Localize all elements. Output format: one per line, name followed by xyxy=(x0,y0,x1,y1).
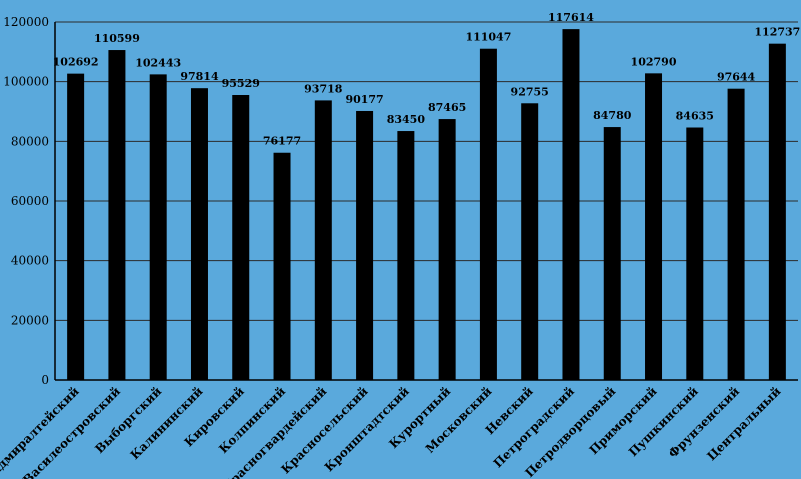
x-tick-label: Фрунзенский xyxy=(666,384,743,461)
y-axis-ticks: 0 20000 40000 60000 80000 100000 120000 xyxy=(3,15,49,387)
category-labels: АдмиралтейскийВасилеостровскийВыборгский… xyxy=(0,384,784,479)
data-label: 102692 xyxy=(53,56,99,69)
bar xyxy=(397,131,415,380)
bar xyxy=(190,88,208,380)
y-tick-label: 120000 xyxy=(3,15,49,29)
data-label: 90177 xyxy=(345,93,383,106)
y-tick-label: 20000 xyxy=(11,313,49,327)
data-label: 111047 xyxy=(465,31,511,44)
x-tick-label: Калининский xyxy=(128,384,206,462)
bar xyxy=(108,50,126,380)
data-label: 102443 xyxy=(135,56,181,69)
y-tick-label: 40000 xyxy=(11,254,49,268)
data-label: 97644 xyxy=(717,71,756,84)
data-label: 95529 xyxy=(222,77,260,90)
x-tick-label: Центральный xyxy=(704,384,783,463)
data-label: 87465 xyxy=(428,101,466,114)
data-label: 92755 xyxy=(511,85,549,98)
y-tick-label: 0 xyxy=(41,373,49,387)
data-label: 102790 xyxy=(631,55,677,68)
bars xyxy=(67,29,786,381)
bar xyxy=(645,73,663,380)
data-label: 76177 xyxy=(263,135,301,148)
bar xyxy=(67,73,85,381)
data-label: 110599 xyxy=(94,32,140,45)
data-label: 112737 xyxy=(754,26,800,39)
y-tick-label: 80000 xyxy=(11,134,49,148)
bar xyxy=(149,74,167,380)
bar xyxy=(232,95,250,380)
bar xyxy=(356,110,374,380)
bar xyxy=(562,29,580,381)
bar xyxy=(438,119,456,381)
data-label: 83450 xyxy=(387,113,426,126)
gridlines xyxy=(55,21,798,321)
bar xyxy=(479,48,497,381)
data-label: 84780 xyxy=(593,109,632,122)
data-label: 97814 xyxy=(180,70,219,83)
bar xyxy=(273,152,291,380)
data-label: 93718 xyxy=(304,82,343,95)
y-tick-label: 100000 xyxy=(3,75,49,89)
data-label: 117614 xyxy=(548,11,594,24)
bar xyxy=(768,43,786,381)
bar xyxy=(314,100,332,381)
bar xyxy=(521,103,539,380)
y-tick-label: 60000 xyxy=(11,194,49,208)
bar xyxy=(603,127,621,380)
bar xyxy=(686,127,704,380)
data-label: 84635 xyxy=(676,110,714,123)
bar xyxy=(727,88,745,380)
